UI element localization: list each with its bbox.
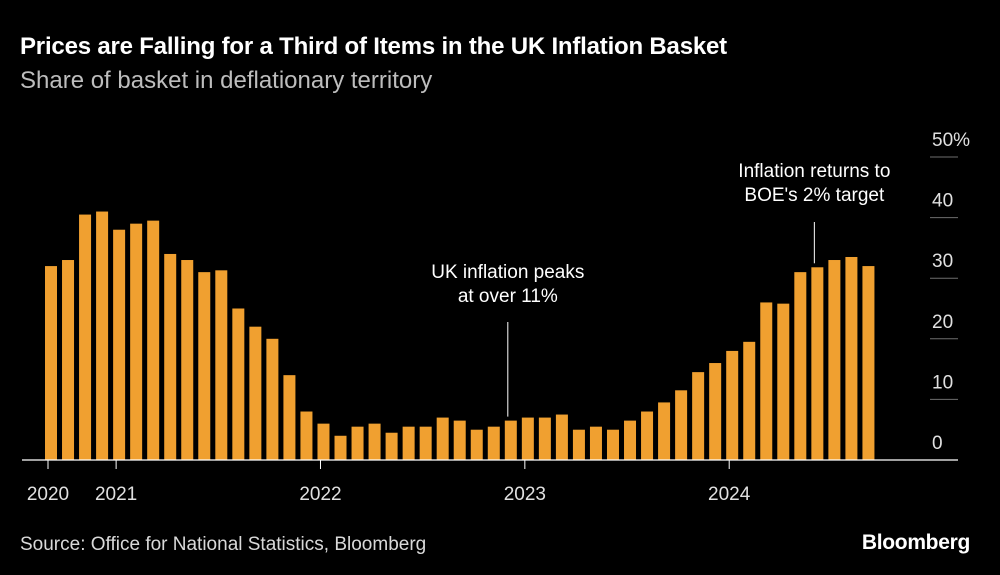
- bar-series: [45, 211, 875, 460]
- bar-31: [572, 429, 585, 460]
- bar-30: [555, 414, 568, 460]
- annotation-text-0-1: at over 11%: [458, 286, 558, 307]
- y-tick-label-40: 40: [932, 191, 953, 212]
- bar-22: [419, 426, 432, 460]
- bar-3: [96, 211, 109, 460]
- bar-15: [300, 411, 313, 460]
- bar-42: [760, 302, 773, 460]
- bar-29: [538, 417, 551, 460]
- bar-44: [794, 272, 807, 460]
- x-tick-label-2022: 2022: [299, 484, 341, 505]
- bar-0: [45, 266, 57, 460]
- bloomberg-logo: Bloomberg: [861, 531, 970, 554]
- chart-title: Prices are Falling for a Third of Items …: [20, 33, 727, 60]
- bar-7: [164, 253, 177, 460]
- bar-16: [317, 423, 330, 460]
- bar-41: [743, 341, 756, 460]
- bar-23: [436, 417, 449, 460]
- bar-34: [624, 420, 637, 460]
- bar-48: [862, 266, 875, 460]
- bar-47: [845, 256, 858, 460]
- bar-38: [692, 372, 705, 460]
- bar-24: [453, 420, 466, 460]
- bar-17: [334, 435, 347, 460]
- bar-28: [521, 417, 534, 460]
- bar-4: [113, 229, 126, 460]
- y-tick-label-10: 10: [932, 372, 953, 393]
- y-tick-label-30: 30: [932, 251, 953, 272]
- bar-37: [675, 390, 688, 460]
- bar-19: [368, 423, 381, 460]
- bar-36: [658, 402, 671, 460]
- x-tick-label-2024: 2024: [708, 484, 751, 505]
- bar-1: [62, 260, 75, 460]
- bar-11: [232, 308, 245, 460]
- bar-33: [606, 429, 619, 460]
- bar-21: [402, 426, 415, 460]
- y-tick-label-50: 50%: [932, 130, 970, 151]
- annotation-text-1-1: BOE's 2% target: [744, 185, 885, 206]
- bar-32: [589, 426, 602, 460]
- bar-8: [181, 260, 194, 460]
- bar-26: [487, 426, 500, 460]
- bar-20: [385, 432, 398, 460]
- bar-35: [641, 411, 654, 460]
- bar-27: [504, 420, 517, 460]
- gridlines: [930, 156, 958, 400]
- bar-43: [777, 303, 790, 460]
- x-tick-label-2021: 2021: [95, 484, 137, 505]
- bar-39: [709, 363, 722, 460]
- bar-25: [470, 429, 483, 460]
- y-tick-label-0: 0: [932, 433, 943, 454]
- bar-13: [266, 338, 279, 460]
- source-note: Source: Office for National Statistics, …: [20, 534, 427, 555]
- annotations: UK inflation peaks at over 11% Inflation r…: [431, 161, 890, 417]
- x-axis: 2020 2021 2022 2023 2024: [22, 459, 958, 505]
- bar-40: [726, 350, 739, 460]
- x-tick-label-2023: 2023: [504, 484, 546, 505]
- bar-46: [828, 260, 841, 460]
- annotation-text-0-0: UK inflation peaks: [431, 262, 584, 283]
- chart-subtitle: Share of basket in deflationary territor…: [20, 67, 433, 94]
- x-tick-label-2020: 2020: [27, 484, 69, 505]
- bar-5: [130, 223, 143, 460]
- bar-12: [249, 326, 262, 460]
- bar-9: [198, 272, 211, 460]
- bar-10: [215, 270, 228, 460]
- bar-2: [79, 214, 92, 460]
- annotation-text-1-0: Inflation returns to: [738, 161, 890, 182]
- bar-6: [147, 220, 160, 460]
- bar-14: [283, 375, 296, 460]
- bar-45: [811, 267, 824, 460]
- y-tick-label-20: 20: [932, 312, 953, 333]
- y-axis-labels: 0 10 20 30 40 50%: [932, 130, 970, 454]
- bar-18: [351, 426, 364, 460]
